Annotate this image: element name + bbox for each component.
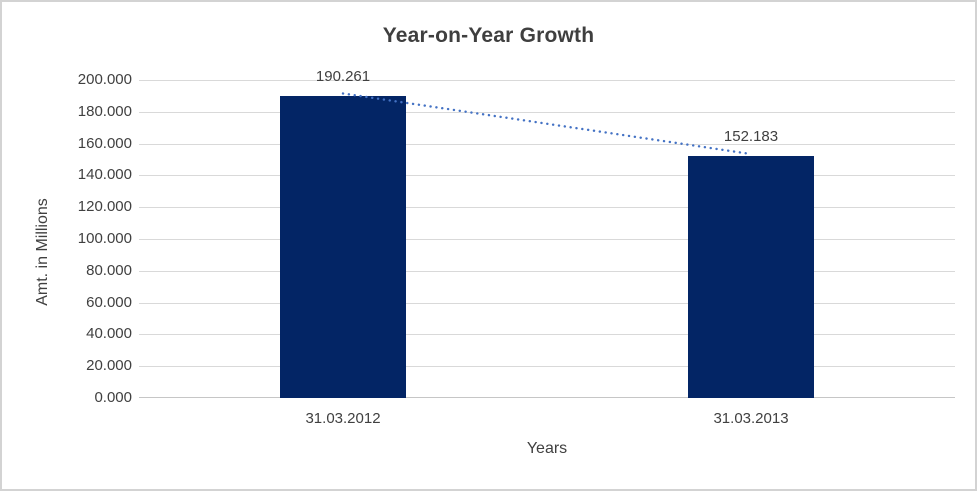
y-axis-tick-label: 60.000 [86, 293, 132, 311]
y-axis-tick-label: 0.000 [94, 389, 132, 406]
plot-area: 190.261 152.183 [139, 68, 955, 398]
y-axis-tick-label: 40.000 [86, 325, 132, 343]
y-axis-tick-label: 140.000 [77, 166, 132, 184]
y-axis-tick-label: 200.000 [77, 71, 132, 88]
gridline [139, 111, 955, 113]
y-axis-tick-label: 100.000 [77, 230, 132, 247]
y-axis-tick-label: 120.000 [77, 198, 132, 216]
gridline [139, 207, 955, 209]
bar-31.03.2012 [280, 95, 406, 398]
bar-31.03.2013 [688, 156, 814, 398]
trendline-layer [341, 92, 753, 156]
x-axis-tick-label: 31.03.2012 [305, 410, 381, 427]
gridline [139, 239, 955, 240]
y-axis-tick-label: 180.000 [77, 102, 132, 120]
data-label: 190.261 [315, 67, 371, 85]
gridline [139, 175, 955, 177]
x-axis-line [139, 397, 955, 398]
gridline [139, 80, 955, 81]
y-axis-tick-label: 20.000 [86, 357, 132, 375]
gridline [139, 143, 955, 145]
gridline [139, 366, 955, 368]
gridline [139, 302, 955, 304]
trendline [341, 92, 753, 156]
y-axis-tick-labels: 0.000 20.000 40.000 60.000 80.000 100.000 120.… [2, 2, 132, 489]
gridline [139, 270, 955, 272]
y-axis-tick-label: 80.000 [86, 261, 132, 279]
data-label: 152.183 [723, 128, 779, 146]
x-axis-title: Years [526, 440, 568, 457]
x-axis-tick-label: 31.03.2013 [713, 410, 789, 427]
chart-title: Year-on-Year Growth [382, 24, 595, 47]
y-axis-tick-label: 160.000 [77, 134, 132, 152]
gridline [139, 334, 955, 336]
